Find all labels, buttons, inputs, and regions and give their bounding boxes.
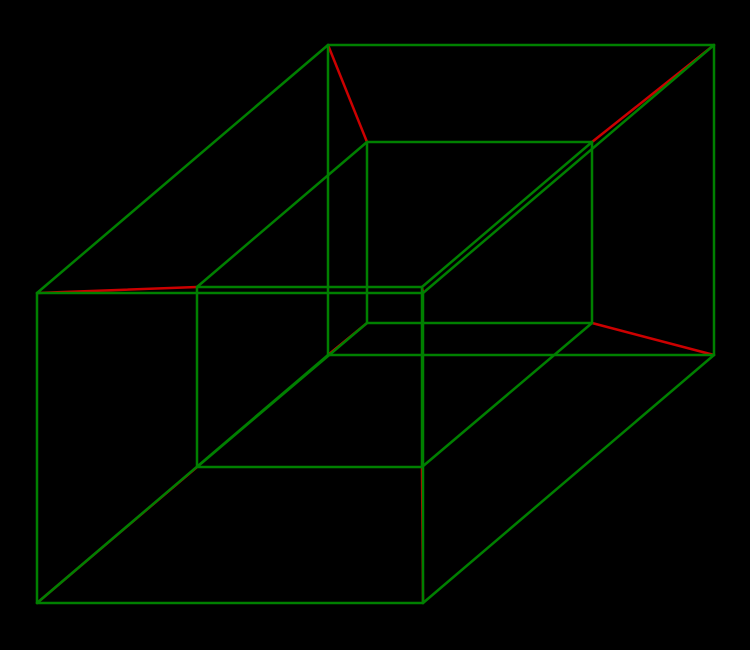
edge-outer xyxy=(423,355,714,603)
edge-inner xyxy=(422,142,592,287)
edge-outer xyxy=(37,45,328,293)
edges-group xyxy=(37,45,714,603)
edge-inner xyxy=(197,323,367,467)
edge-connector xyxy=(592,323,714,355)
edge-outer xyxy=(423,45,714,293)
edge-inner xyxy=(422,323,592,467)
edge-inner xyxy=(197,142,367,287)
tesseract-diagram xyxy=(0,0,750,650)
edge-connector xyxy=(328,45,367,142)
